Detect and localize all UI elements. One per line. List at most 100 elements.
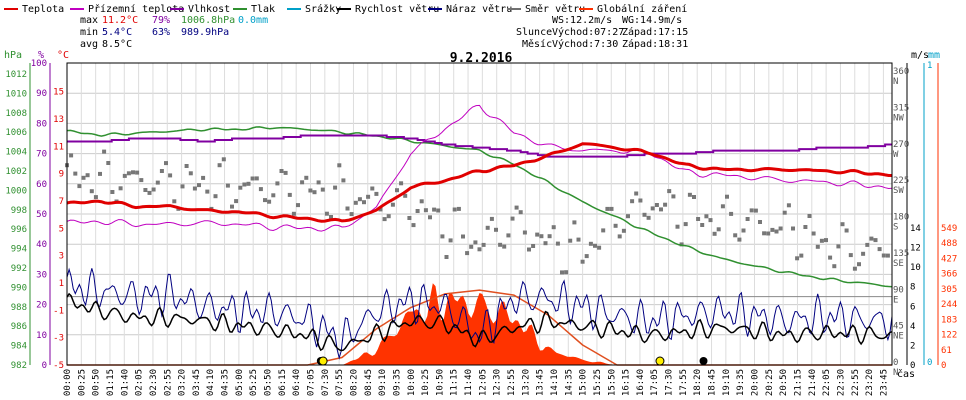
direction-cardinal-label: N <box>893 368 898 378</box>
wind-direction-point <box>275 181 280 186</box>
x-tick-label: 05:50 <box>264 369 274 396</box>
x-tick-label: 02:05 <box>135 369 145 396</box>
temperature-tick-label: 15 <box>53 88 64 98</box>
wind-direction-point <box>197 183 201 188</box>
x-tick-label: 11:40 <box>464 369 474 396</box>
stat-max-temp: 11.2°C <box>102 15 138 26</box>
x-tick-label: 03:20 <box>178 369 188 396</box>
wind-direction-point <box>349 212 354 217</box>
wind-direction-point <box>774 229 779 234</box>
wind-direction-point <box>337 163 342 168</box>
wind-direction-point <box>168 173 173 178</box>
x-tick-label: 22:55 <box>851 369 861 396</box>
x-tick-label: 03:45 <box>192 369 202 396</box>
legend-label: Globální záření <box>597 3 687 15</box>
wind-direction-point <box>803 225 808 229</box>
wind-direction-point <box>667 189 672 194</box>
time-unit: čas <box>897 368 915 380</box>
wind-direction-point <box>642 212 647 217</box>
x-tick-label: 05:00 <box>235 369 245 396</box>
humidity-unit: % <box>38 50 44 61</box>
x-tick-label: 12:55 <box>507 369 517 396</box>
wind-direction-point <box>654 203 659 207</box>
direction-cardinal-label: NW <box>893 113 904 123</box>
wind-direction-point <box>555 241 560 246</box>
wind-direction-point <box>432 207 437 212</box>
wind-direction-point <box>725 194 729 199</box>
wind-direction-point <box>300 180 305 185</box>
pressure-unit: hPa <box>4 50 22 61</box>
wind-direction-point <box>857 262 861 267</box>
x-tick-label: 02:30 <box>149 369 159 396</box>
wind-direction-point <box>448 238 453 243</box>
x-tick-label: 08:45 <box>364 369 374 396</box>
wind-direction-point <box>824 238 828 243</box>
wind-direction-point <box>395 188 399 193</box>
wind-direction-point <box>254 176 259 181</box>
pressure-tick-label: 1010 <box>5 89 27 99</box>
wind-direction-point <box>221 157 226 162</box>
wind-direction-point <box>828 255 833 260</box>
wind-direction-point <box>869 236 874 241</box>
wind-direction-point <box>621 228 626 233</box>
wind-direction-point <box>287 192 292 197</box>
wind-direction-point <box>201 175 206 180</box>
wind-direction-point <box>106 161 111 165</box>
humidity-tick-label: 80 <box>36 119 47 129</box>
wind-direction-point <box>535 232 540 237</box>
temperature-tick-label: 9 <box>59 170 64 180</box>
wind-direction-point <box>419 199 424 204</box>
x-tick-label: 13:20 <box>521 369 531 396</box>
wind-direction-point <box>782 210 787 215</box>
wind-direction-point <box>172 199 177 204</box>
x-tick-label: 00:50 <box>92 369 102 396</box>
direction-tick-label: 225 <box>893 176 909 186</box>
wind-direction-point <box>242 182 247 187</box>
wind-direction-point <box>770 227 775 232</box>
wind-direction-point <box>560 270 564 275</box>
wind-direction-point <box>271 193 276 198</box>
radiation-tick-label: 549 <box>941 224 957 234</box>
stats-block: max 11.2°C 79% 1006.8hPa 0.0mm min 5.4°C… <box>80 15 268 50</box>
wind-direction-point <box>469 244 474 249</box>
wind-direction-point <box>737 237 742 242</box>
sunrise-time: Východ:07:27 <box>552 26 624 38</box>
wind-direction-point <box>312 190 317 195</box>
x-tick-label: 08:20 <box>349 369 359 396</box>
stat-min-temp: 5.4°C <box>102 27 132 38</box>
wind-direction-point <box>795 256 800 261</box>
humidity-line <box>67 134 892 158</box>
wind-direction-point <box>502 244 507 249</box>
wind-direction-point <box>584 254 589 259</box>
stat-max-label: max <box>80 15 98 26</box>
wind-direction-point <box>819 238 824 243</box>
x-tick-label: 22:05 <box>822 369 832 396</box>
direction-cardinal-label: S <box>893 223 898 233</box>
wind-direction-point <box>151 187 156 192</box>
wind-direction-point <box>766 231 771 236</box>
legend-label: Náraz větru <box>446 3 512 15</box>
wind-direction-point <box>238 185 243 190</box>
direction-cardinal-label: E <box>893 295 898 305</box>
x-tick-label: 17:55 <box>679 369 689 396</box>
wind-direction-point <box>683 222 688 227</box>
wind-direction-point <box>205 189 210 194</box>
moonset-marker <box>699 357 708 365</box>
temperature-unit: °C <box>57 50 69 61</box>
x-tick-label: 14:35 <box>564 369 574 396</box>
radiation-tick-label: 0 <box>941 361 946 371</box>
sunrise-marker <box>318 356 328 366</box>
wind-direction-point <box>370 186 375 191</box>
direction-cardinal-label: SW <box>893 186 904 196</box>
wind-direction-point <box>436 208 441 213</box>
wind-direction-point <box>716 227 721 232</box>
x-tick-label: 02:55 <box>163 369 173 396</box>
x-tick-label: 15:00 <box>579 369 589 396</box>
pressure-tick-label: 990 <box>11 283 27 293</box>
wind-tick-label: 12 <box>910 244 921 254</box>
wind-direction-point <box>675 224 680 229</box>
wind-direction-point <box>440 234 445 239</box>
stat-max-press: 1006.8hPa <box>181 15 235 26</box>
wind-direction-point <box>836 244 841 249</box>
x-tick-label: 09:35 <box>392 369 402 396</box>
